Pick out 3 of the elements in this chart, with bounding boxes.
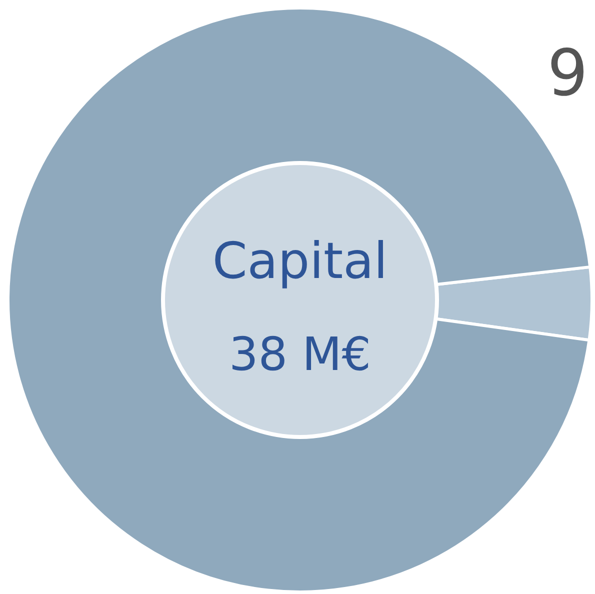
text: Capital <box>212 232 388 290</box>
text: 9 <box>547 37 588 111</box>
text: 38 M€ <box>228 327 372 381</box>
